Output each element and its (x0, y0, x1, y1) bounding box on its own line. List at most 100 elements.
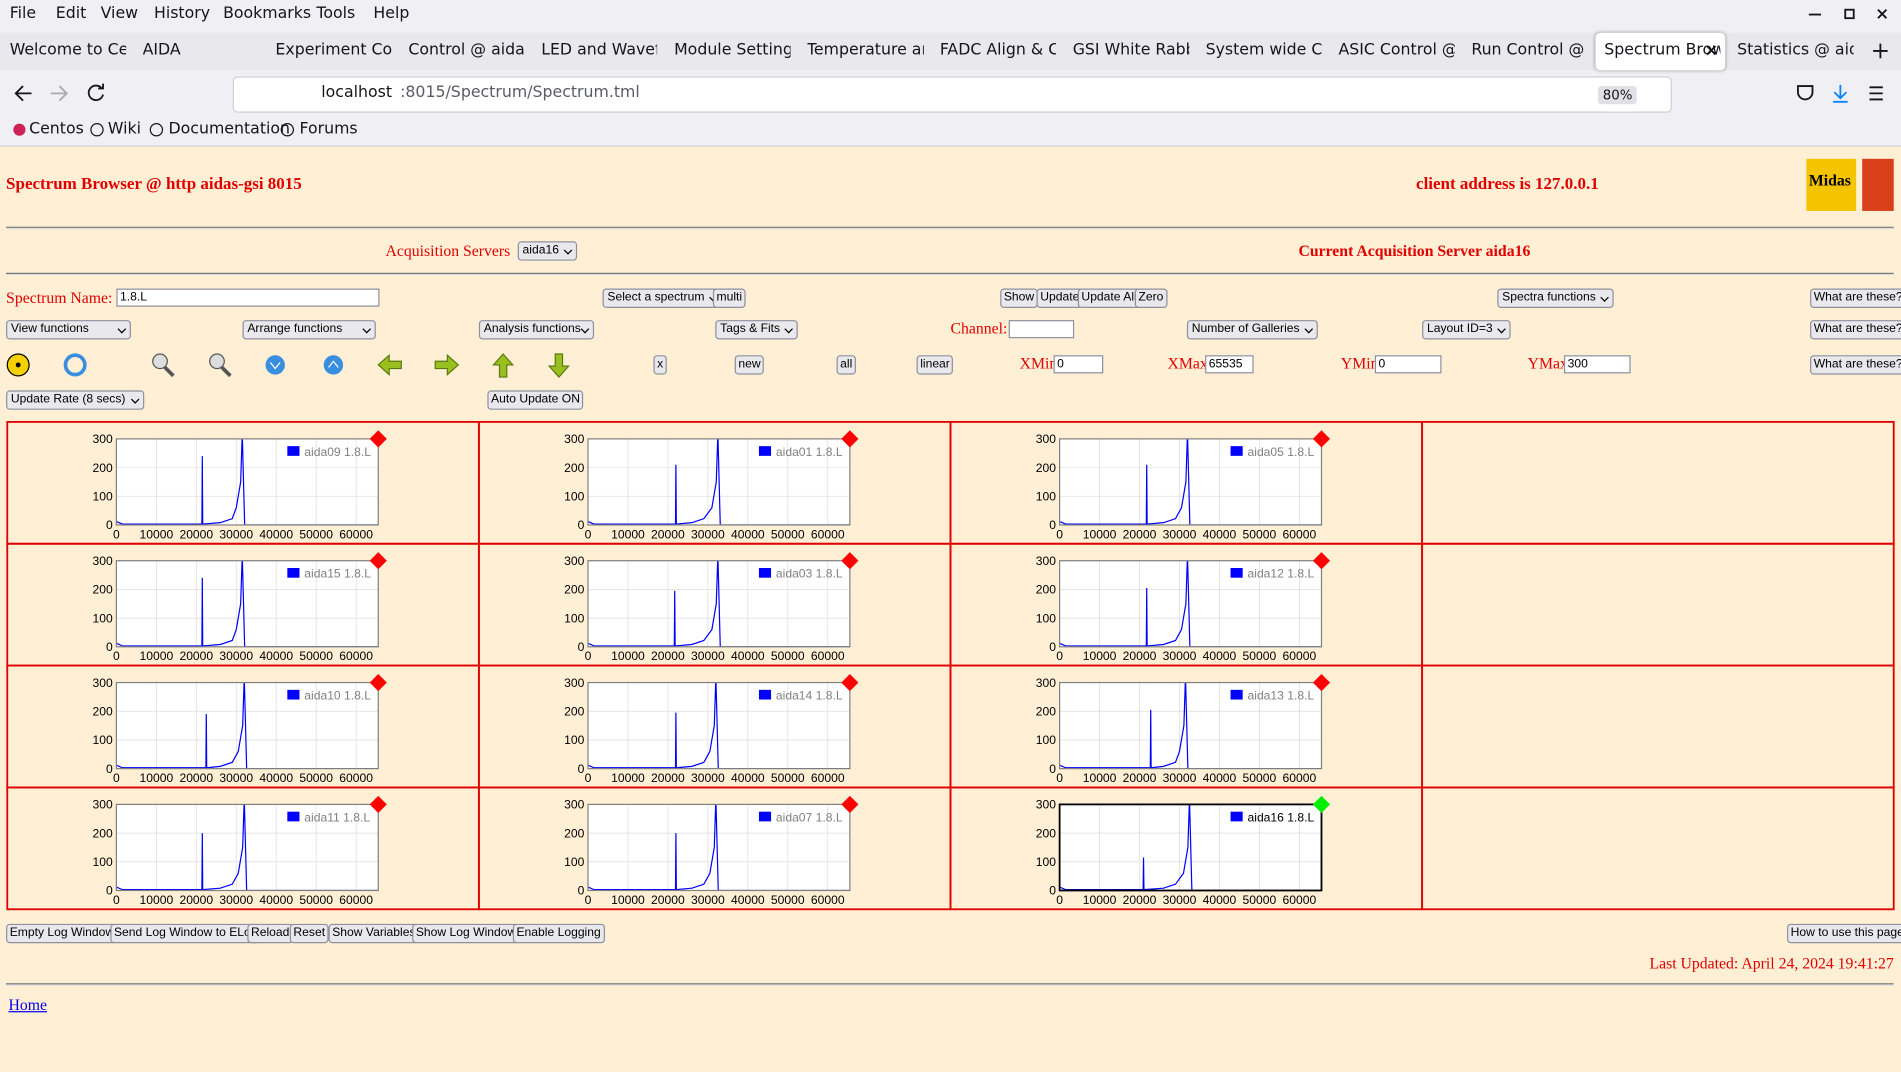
back[interactable] (14, 85, 32, 102)
help-button[interactable]: What are these? (1810, 288, 1901, 308)
tab-title[interactable]: Spectrum Brow (1604, 41, 1721, 60)
button[interactable]: multi (712, 288, 746, 308)
ymax-input[interactable]: 300 (1563, 355, 1631, 374)
bookmark[interactable]: Forums (299, 120, 358, 139)
tab-title[interactable]: Temperature and (806, 41, 923, 60)
plot-frame (115, 438, 379, 526)
active-tab[interactable] (1595, 32, 1726, 71)
select-spectrum[interactable]: Select a spectrum (602, 288, 723, 308)
up-arrow-icon[interactable] (492, 353, 515, 378)
button[interactable]: Enable Logging (512, 923, 605, 944)
tab-title[interactable]: Experiment Contr (275, 41, 392, 60)
menu-item[interactable]: Bookmarks (223, 4, 312, 24)
spectrum-input[interactable]: 1.8.L (116, 288, 380, 307)
menu-item[interactable]: Help (373, 4, 410, 24)
url-bar[interactable] (232, 76, 1672, 113)
zoom[interactable]: 80% (1597, 86, 1638, 105)
button[interactable]: Empty Log Window (6, 923, 118, 944)
x-tick-label: 20000 (1123, 649, 1157, 663)
down-circle-icon[interactable] (265, 355, 285, 375)
new-tab[interactable] (1873, 43, 1888, 59)
button[interactable]: Show Log Window (412, 923, 520, 944)
bookmark[interactable]: Wiki (107, 120, 142, 139)
menu-item[interactable]: View (100, 4, 139, 24)
x-tick-label: 60000 (339, 527, 373, 541)
button[interactable]: How to use this page (1787, 923, 1901, 944)
tab-title[interactable]: AIDA (142, 41, 181, 60)
zoom-in-icon[interactable] (152, 353, 175, 378)
refresh-icon[interactable] (63, 353, 87, 377)
x-tick-label: 60000 (811, 527, 845, 541)
button[interactable]: all (836, 355, 856, 375)
button[interactable]: Show Variables (328, 923, 420, 944)
view-functions[interactable]: View functions (6, 320, 131, 340)
analysis-functions[interactable]: Analysis functions (478, 320, 595, 340)
help-button[interactable]: What are these? (1810, 320, 1901, 340)
tags-fits[interactable]: Tags & Fits (715, 320, 799, 340)
tab-title[interactable]: LED and Wavefor (541, 41, 657, 60)
tab-title[interactable]: Welcome to Cent (9, 41, 126, 60)
button[interactable]: x (653, 355, 667, 375)
close-tab[interactable] (1706, 45, 1717, 56)
layout-select[interactable]: Layout ID=3 (1422, 320, 1511, 340)
galleries-select[interactable]: Number of Galleries (1186, 320, 1318, 340)
server-select[interactable]: aida16 (517, 241, 578, 261)
button[interactable]: new (734, 355, 765, 375)
button[interactable]: Zero (1134, 288, 1167, 308)
x-tick-label: 40000 (259, 527, 293, 541)
button[interactable]: Reload (247, 923, 294, 944)
tab-title[interactable]: GSI White Rabbit (1072, 41, 1189, 60)
xmax-input[interactable]: 65535 (1205, 355, 1254, 374)
spectra-functions[interactable]: Spectra functions (1497, 288, 1614, 308)
tab-title[interactable]: Run Control @ ai (1471, 41, 1587, 60)
right-arrow-icon[interactable] (434, 353, 460, 376)
left-arrow-icon[interactable] (377, 353, 402, 376)
reload[interactable] (87, 83, 104, 101)
x-tick-label: 0 (113, 527, 120, 541)
close-window[interactable] (1877, 9, 1888, 19)
menu-item[interactable]: Tools (316, 4, 356, 24)
button[interactable]: Update All (1077, 288, 1141, 308)
logo-text: Midas (1808, 170, 1851, 190)
spectrum-line (587, 438, 850, 525)
xmax-label: XMax (1167, 354, 1208, 373)
home-link[interactable]: Home (8, 995, 48, 1014)
pocket[interactable] (1797, 85, 1814, 101)
button[interactable]: Send Log Window to ELog (110, 923, 262, 944)
tab-title[interactable]: FADC Align & Co (939, 41, 1057, 60)
ymin-input[interactable]: 0 (1374, 355, 1442, 374)
downloads[interactable] (1833, 84, 1848, 103)
forward (50, 85, 68, 102)
down-arrow-icon[interactable] (547, 353, 570, 378)
button[interactable]: Auto Update ON (487, 390, 584, 410)
tab-title[interactable]: ASIC Control @ a (1338, 41, 1454, 60)
rule (6, 983, 1894, 986)
menu-item[interactable]: File (9, 4, 37, 24)
radiation-icon[interactable] (6, 353, 30, 377)
tab-title[interactable]: Module Settings (674, 41, 791, 60)
tab-title[interactable]: Statistics @ aida (1737, 41, 1853, 60)
button[interactable]: linear (916, 355, 954, 375)
tab-title[interactable]: System wide Che (1205, 41, 1322, 60)
zoom-out-icon[interactable] (209, 353, 232, 378)
menu-item[interactable]: Edit (55, 4, 87, 24)
tab-title[interactable]: Control @ aidas- (408, 41, 525, 60)
y-tick-label: 0 (1049, 640, 1056, 654)
maximize[interactable] (1844, 8, 1855, 20)
menu-item[interactable]: History (153, 4, 211, 24)
legend-label: aida05 1.8.L (1248, 445, 1315, 459)
channel-input[interactable] (1008, 320, 1075, 339)
up-circle-icon[interactable] (323, 355, 344, 375)
button[interactable]: Update (1036, 288, 1083, 308)
y-tick-label: 300 (1036, 676, 1056, 690)
app-menu[interactable] (1869, 86, 1883, 101)
update-rate[interactable]: Update Rate (8 secs) (6, 390, 144, 410)
help-button[interactable]: What are these? (1810, 355, 1901, 375)
button[interactable]: Show (1000, 288, 1038, 308)
bookmark[interactable]: Documentation (168, 120, 291, 139)
button[interactable]: Reset (289, 923, 329, 944)
xmin-input[interactable]: 0 (1053, 355, 1104, 374)
arrange-functions[interactable]: Arrange functions (242, 320, 376, 340)
bookmark[interactable]: Centos (29, 120, 84, 139)
